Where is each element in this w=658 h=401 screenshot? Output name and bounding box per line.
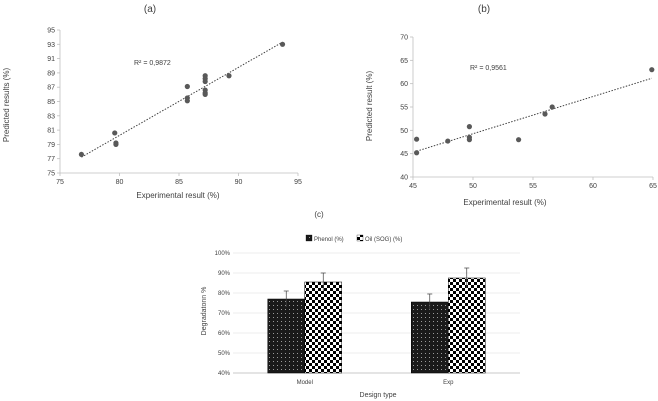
chart-b-point bbox=[445, 138, 451, 144]
legend-label-phenol: Phenol (%) bbox=[314, 237, 344, 243]
chart-b-y-tick-label: 40 bbox=[400, 175, 408, 182]
chart-a-x-tick-label: 95 bbox=[294, 179, 302, 186]
chart-b-x-tick-label: 55 bbox=[529, 183, 537, 190]
chart-b-point bbox=[542, 111, 548, 117]
chart-a-y-tick-label: 75 bbox=[47, 171, 55, 178]
chart-c-xlabel: Design type bbox=[360, 392, 397, 399]
chart-a-x-tick-label: 90 bbox=[235, 179, 243, 186]
chart-c-bar bbox=[267, 298, 305, 374]
chart-b-point bbox=[466, 137, 472, 143]
chart-a-y-tick-label: 77 bbox=[47, 156, 55, 163]
chart-b-y-tick-label: 70 bbox=[400, 35, 408, 42]
chart-c-y-tick-label: 100% bbox=[215, 251, 231, 257]
panel-label-b: (b) bbox=[478, 4, 490, 15]
chart-a-y-tick-label: 87 bbox=[47, 85, 55, 92]
chart-a-x-tick-label: 75 bbox=[56, 179, 64, 186]
chart-c: 40% 50% 60% 70% 80% 90% 100% Model Exp Phenol (%… bbox=[201, 234, 520, 399]
chart-c-ylabel: Degradatonn % bbox=[201, 287, 208, 336]
chart-a-y-tick-label: 85 bbox=[47, 99, 55, 106]
chart-b-y-tick-label: 50 bbox=[400, 128, 408, 135]
chart-a-y-tick-label: 93 bbox=[47, 42, 55, 49]
chart-a-point bbox=[113, 141, 119, 147]
chart-a-x-tick-label: 80 bbox=[116, 179, 124, 186]
chart-b-point bbox=[549, 104, 555, 110]
chart-b-x-tick-label: 65 bbox=[649, 183, 657, 190]
panel-label-c: (c) bbox=[314, 210, 324, 219]
chart-c-category-label: Exp bbox=[443, 380, 454, 386]
chart-a-ylabel: Predicted results (%) bbox=[2, 68, 11, 143]
chart-a-point bbox=[202, 78, 208, 85]
chart-b-ylabel: Predicted result (%) bbox=[365, 71, 374, 142]
legend-label-oil: Oil (SOG) (%) bbox=[365, 237, 402, 243]
chart-b-x-tick-label: 50 bbox=[469, 183, 477, 190]
chart-a-y-tick-label: 81 bbox=[47, 128, 55, 135]
chart-b-y-tick-label: 45 bbox=[400, 151, 408, 158]
chart-a-xlabel: Experimental result (%) bbox=[136, 191, 219, 200]
chart-a-y-tick-label: 95 bbox=[47, 28, 55, 35]
chart-c-y-tick-label: 90% bbox=[218, 271, 231, 277]
chart-b-y-tick-label: 65 bbox=[400, 58, 408, 65]
legend-swatch-oil bbox=[356, 234, 364, 242]
chart-b-x-tick-label: 60 bbox=[589, 183, 597, 190]
chart-b-point bbox=[414, 150, 420, 156]
chart-a-annotation: R² = 0,9872 bbox=[134, 60, 171, 67]
chart-a-point bbox=[226, 73, 232, 79]
chart-c-y-tick-label: 70% bbox=[218, 311, 231, 317]
chart-a-y-tick-label: 79 bbox=[47, 142, 55, 149]
chart-b-x-tick-label: 45 bbox=[409, 183, 417, 190]
chart-a-trendline bbox=[81, 41, 283, 158]
chart-c-legend: Phenol (%) Oil (SOG) (%) bbox=[305, 234, 402, 243]
chart-a-point bbox=[78, 151, 85, 158]
chart-c-bar bbox=[411, 301, 449, 374]
chart-b-point bbox=[516, 137, 522, 143]
chart-c-category-label: Model bbox=[297, 380, 313, 386]
chart-a-x-tick-label: 85 bbox=[175, 179, 183, 186]
chart-a-point bbox=[112, 130, 118, 136]
chart-c-y-tick-label: 40% bbox=[218, 371, 231, 377]
chart-a: 75 80 85 90 95 75 77 79 81 83 85 87 89 91 93 95 R² = 0,… bbox=[2, 28, 302, 201]
panel-label-a: (a) bbox=[144, 4, 156, 15]
chart-a-point bbox=[279, 41, 286, 47]
chart-b-xlabel: Experimental result (%) bbox=[463, 198, 546, 207]
legend-swatch-phenol bbox=[305, 234, 313, 242]
chart-b-point bbox=[466, 124, 472, 130]
chart-c-y-tick-label: 60% bbox=[218, 331, 231, 337]
chart-a-point bbox=[202, 91, 208, 97]
chart-b-y-tick-label: 60 bbox=[400, 81, 408, 88]
chart-b-point bbox=[414, 136, 420, 142]
chart-c-y-tick-label: 50% bbox=[218, 351, 231, 357]
chart-c-y-tick-label: 80% bbox=[218, 291, 231, 297]
chart-b-y-tick-label: 55 bbox=[400, 105, 408, 112]
chart-c-bar bbox=[448, 277, 486, 374]
chart-a-y-tick-label: 83 bbox=[47, 113, 55, 120]
chart-c-bar bbox=[304, 281, 342, 374]
chart-a-y-tick-label: 89 bbox=[47, 70, 55, 77]
chart-a-y-tick-label: 91 bbox=[47, 56, 55, 63]
chart-b-annotation: R² = 0,9561 bbox=[470, 65, 507, 72]
chart-a-point bbox=[184, 98, 190, 104]
chart-b-point bbox=[649, 67, 655, 73]
chart-a-point bbox=[184, 83, 190, 90]
chart-b-trendline bbox=[416, 77, 652, 152]
